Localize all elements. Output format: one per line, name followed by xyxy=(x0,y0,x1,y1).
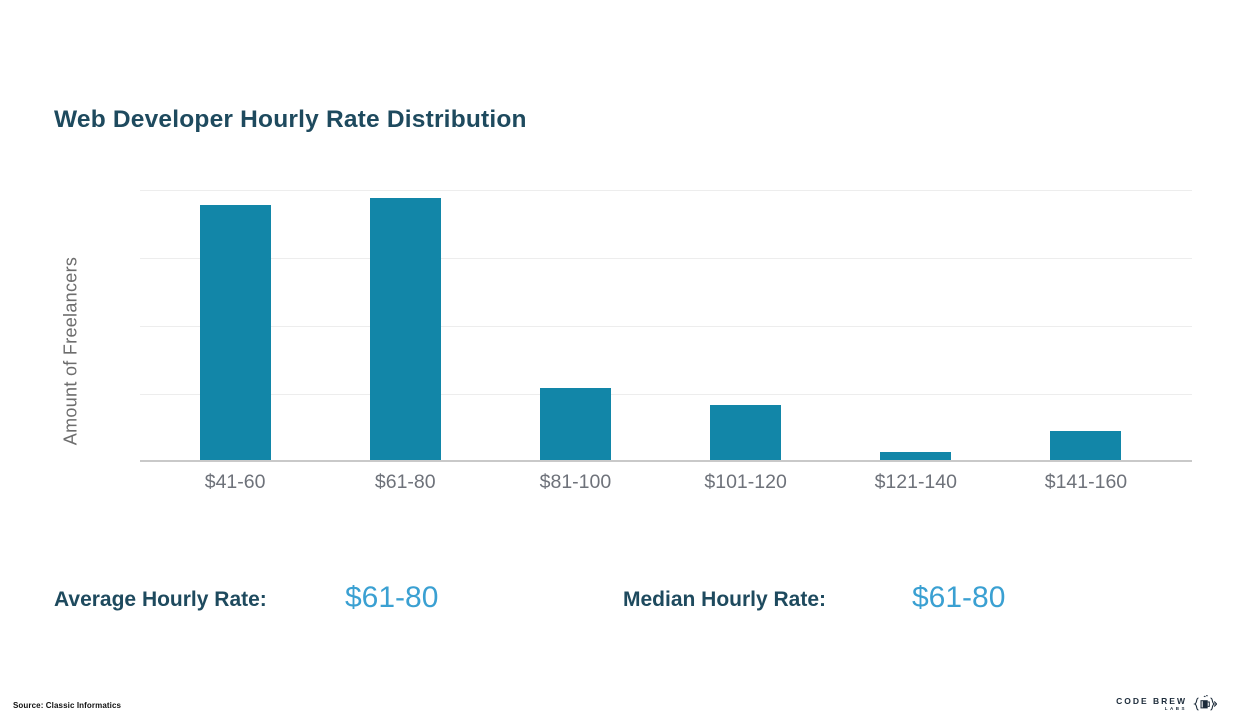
x-axis-label: $61-80 xyxy=(374,471,436,493)
x-axis-label: $41-60 xyxy=(204,471,266,493)
bar-slot xyxy=(490,190,660,460)
bar-$41-60 xyxy=(199,204,271,460)
gridline xyxy=(140,190,1192,191)
bar-$101-120 xyxy=(710,405,782,460)
bars-row xyxy=(150,190,1171,460)
x-axis-label: $81-100 xyxy=(539,471,612,493)
x-axis-label: $141-160 xyxy=(1044,471,1128,493)
median-rate-value: $61-80 xyxy=(912,581,1006,614)
code-brew-labs-logo: CODE BREW LABS xyxy=(1116,694,1217,714)
y-axis-title: Amount of Freelancers xyxy=(60,256,81,446)
x-axis-label: $101-120 xyxy=(704,471,787,493)
logo-sub-text: LABS xyxy=(1164,705,1187,711)
bar-$121-140 xyxy=(880,451,952,460)
bar-slot xyxy=(150,190,320,460)
logo-main-text: CODE BREW xyxy=(1116,696,1187,706)
bar-$81-100 xyxy=(539,387,611,460)
bar-slot xyxy=(320,190,490,460)
median-rate-label: Median Hourly Rate: xyxy=(623,588,827,611)
source-attribution: Source: Classic Informatics xyxy=(13,701,122,710)
average-rate-value: $61-80 xyxy=(345,581,439,614)
bar-slot xyxy=(831,190,1001,460)
gridline xyxy=(140,394,1192,395)
bar-slot xyxy=(1001,190,1171,460)
chart-title: Web Developer Hourly Rate Distribution xyxy=(54,106,527,133)
beer-mug-brackets-icon xyxy=(1193,695,1217,711)
gridline xyxy=(140,258,1192,259)
gridline xyxy=(140,326,1192,327)
bar-$141-160 xyxy=(1050,430,1122,460)
x-axis-labels-row: $41-60 $61-80 $81-100 $101-120 $121-140 $141-… xyxy=(150,472,1171,493)
logo-text: CODE BREW LABS xyxy=(1116,697,1187,711)
bar-chart-plot-area xyxy=(140,190,1192,462)
x-axis-label: $121-140 xyxy=(874,471,957,493)
average-rate-label: Average Hourly Rate: xyxy=(54,588,267,611)
bar-$61-80 xyxy=(369,198,441,460)
bar-slot xyxy=(661,190,831,460)
